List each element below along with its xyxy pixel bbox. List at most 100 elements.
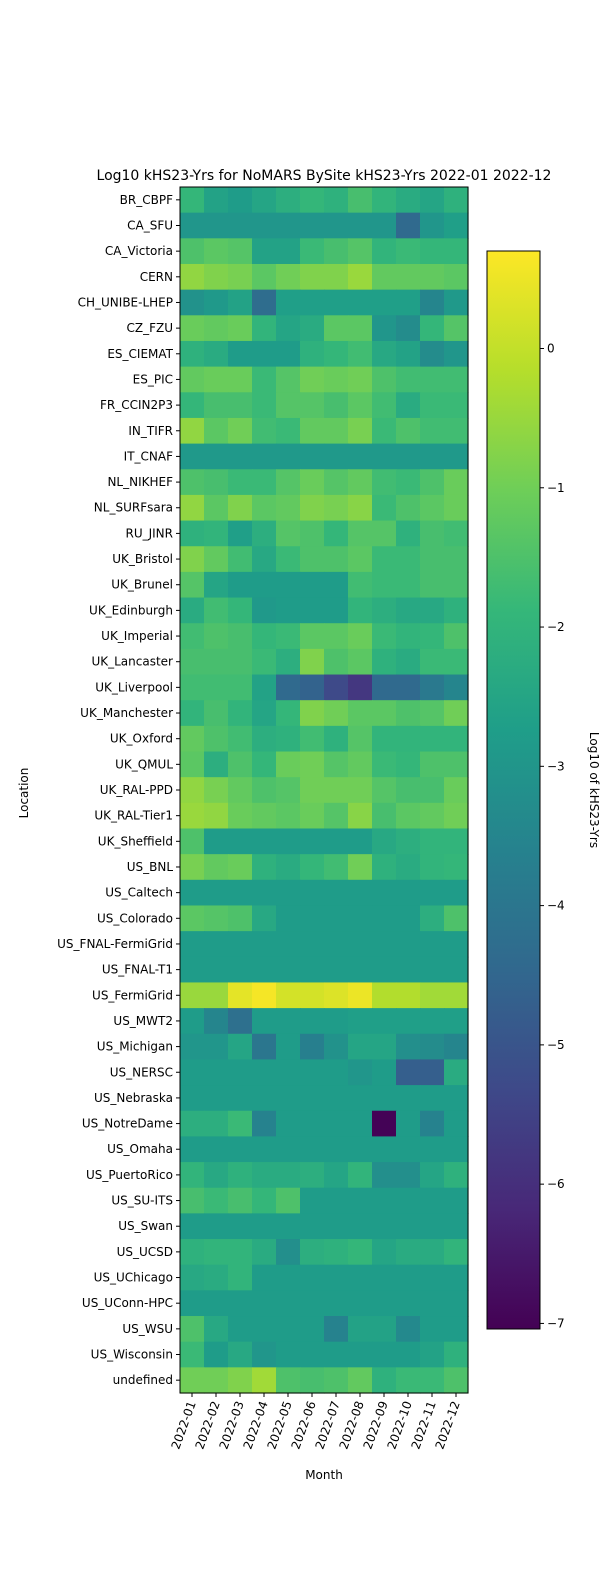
heatmap-cell	[276, 263, 301, 291]
heatmap-cell	[444, 931, 469, 958]
heatmap-cell	[204, 777, 229, 804]
heatmap-cell	[180, 1341, 205, 1368]
heatmap-cell	[180, 443, 205, 470]
heatmap-cell	[252, 1110, 277, 1137]
heatmap-cell	[372, 648, 397, 676]
heatmap-cell	[324, 1213, 349, 1240]
heatmap-cell	[228, 879, 253, 907]
heatmap-cell	[204, 1187, 229, 1214]
heatmap-cell	[348, 392, 373, 419]
heatmap-cell	[204, 751, 229, 778]
y-tick-label: NL_NIKHEF	[107, 475, 173, 489]
heatmap-cell	[300, 1162, 325, 1189]
heatmap-cell	[252, 648, 277, 676]
heatmap-cell	[300, 1110, 325, 1137]
heatmap-cell	[300, 1316, 325, 1343]
heatmap-cell	[420, 854, 445, 881]
y-tick-label: US_Michigan	[97, 1040, 173, 1054]
heatmap-cell	[276, 1187, 301, 1214]
heatmap-cell	[228, 1187, 253, 1214]
heatmap-cell	[204, 828, 229, 855]
heatmap-cell	[252, 289, 277, 316]
heatmap-cell	[228, 417, 253, 445]
y-tick-label: BR_CBPF	[120, 193, 173, 207]
heatmap-cell	[372, 366, 397, 393]
heatmap-cell	[324, 1059, 349, 1086]
heatmap-cell	[252, 931, 277, 958]
heatmap-cell	[228, 1290, 253, 1317]
heatmap-cell	[420, 1033, 445, 1061]
heatmap-cell	[396, 366, 421, 393]
heatmap-cell	[204, 879, 229, 907]
heatmap-cell	[372, 187, 397, 214]
heatmap-cell	[228, 777, 253, 804]
heatmap-cell	[348, 1187, 373, 1214]
heatmap-cell	[276, 1290, 301, 1317]
heatmap-cell	[348, 1264, 373, 1291]
heatmap-cell	[276, 494, 301, 522]
heatmap-cell	[324, 854, 349, 881]
heatmap-cell	[444, 546, 469, 573]
y-tick-label: UK_Manchester	[80, 706, 173, 720]
y-tick-label: UK_Bristol	[112, 552, 173, 566]
heatmap-cell	[396, 854, 421, 881]
heatmap-cell	[348, 289, 373, 316]
y-tick-label: UK_Imperial	[101, 629, 173, 643]
heatmap-cell	[180, 392, 205, 419]
heatmap-cell	[252, 828, 277, 855]
heatmap-cell	[444, 187, 469, 214]
heatmap-cell	[252, 1008, 277, 1035]
heatmap-cell	[276, 828, 301, 855]
heatmap-cell	[228, 725, 253, 753]
heatmap-cell	[420, 648, 445, 676]
heatmap-cell	[396, 1341, 421, 1368]
y-tick-label: US_SU-ITS	[111, 1194, 173, 1208]
y-tick-label: UK_QMUL	[115, 757, 173, 771]
heatmap-cell	[252, 187, 277, 214]
heatmap-cell	[228, 1341, 253, 1368]
heatmap-cell	[420, 725, 445, 753]
heatmap-cell	[300, 212, 325, 239]
heatmap-cell	[444, 725, 469, 753]
heatmap-cell	[348, 1110, 373, 1137]
heatmap-cell	[348, 1085, 373, 1112]
heatmap-cell	[300, 315, 325, 342]
heatmap-cell	[444, 1290, 469, 1317]
heatmap-cell	[444, 905, 469, 932]
heatmap-cell	[252, 212, 277, 239]
heatmap-cell	[348, 623, 373, 650]
heatmap-cell	[228, 674, 253, 701]
heatmap-cell	[348, 1033, 373, 1061]
heatmap-cell	[396, 1187, 421, 1214]
heatmap-cell	[396, 777, 421, 804]
heatmap-cell	[420, 289, 445, 316]
heatmap-cell	[348, 597, 373, 624]
heatmap-cell	[300, 417, 325, 445]
heatmap-cell	[444, 1367, 469, 1394]
heatmap-cell	[324, 1290, 349, 1317]
heatmap-cell	[276, 802, 301, 830]
heatmap-cell	[252, 417, 277, 445]
heatmap-cell	[276, 520, 301, 547]
heatmap-cell	[372, 469, 397, 496]
y-tick-label: UK_Edinburgh	[89, 603, 173, 617]
heatmap-cell	[444, 366, 469, 393]
heatmap-cell	[444, 469, 469, 496]
heatmap-cell	[396, 623, 421, 650]
heatmap-cell	[180, 417, 205, 445]
y-tick-label: NL_SURFsara	[94, 501, 173, 515]
heatmap-cell	[420, 315, 445, 342]
heatmap-cell	[420, 700, 445, 727]
heatmap-cell	[204, 340, 229, 368]
colorbar-tick-label: −2	[547, 620, 565, 634]
heatmap-cell	[444, 674, 469, 701]
heatmap-cell	[276, 931, 301, 958]
heatmap-cell	[420, 212, 445, 239]
heatmap-cell	[300, 1341, 325, 1368]
heatmap-cell	[180, 597, 205, 624]
y-tick-label: US_BNL	[127, 860, 174, 874]
heatmap-cell	[180, 854, 205, 881]
heatmap-cell	[444, 263, 469, 291]
heatmap-cell	[204, 494, 229, 522]
heatmap-cell	[228, 1136, 253, 1163]
